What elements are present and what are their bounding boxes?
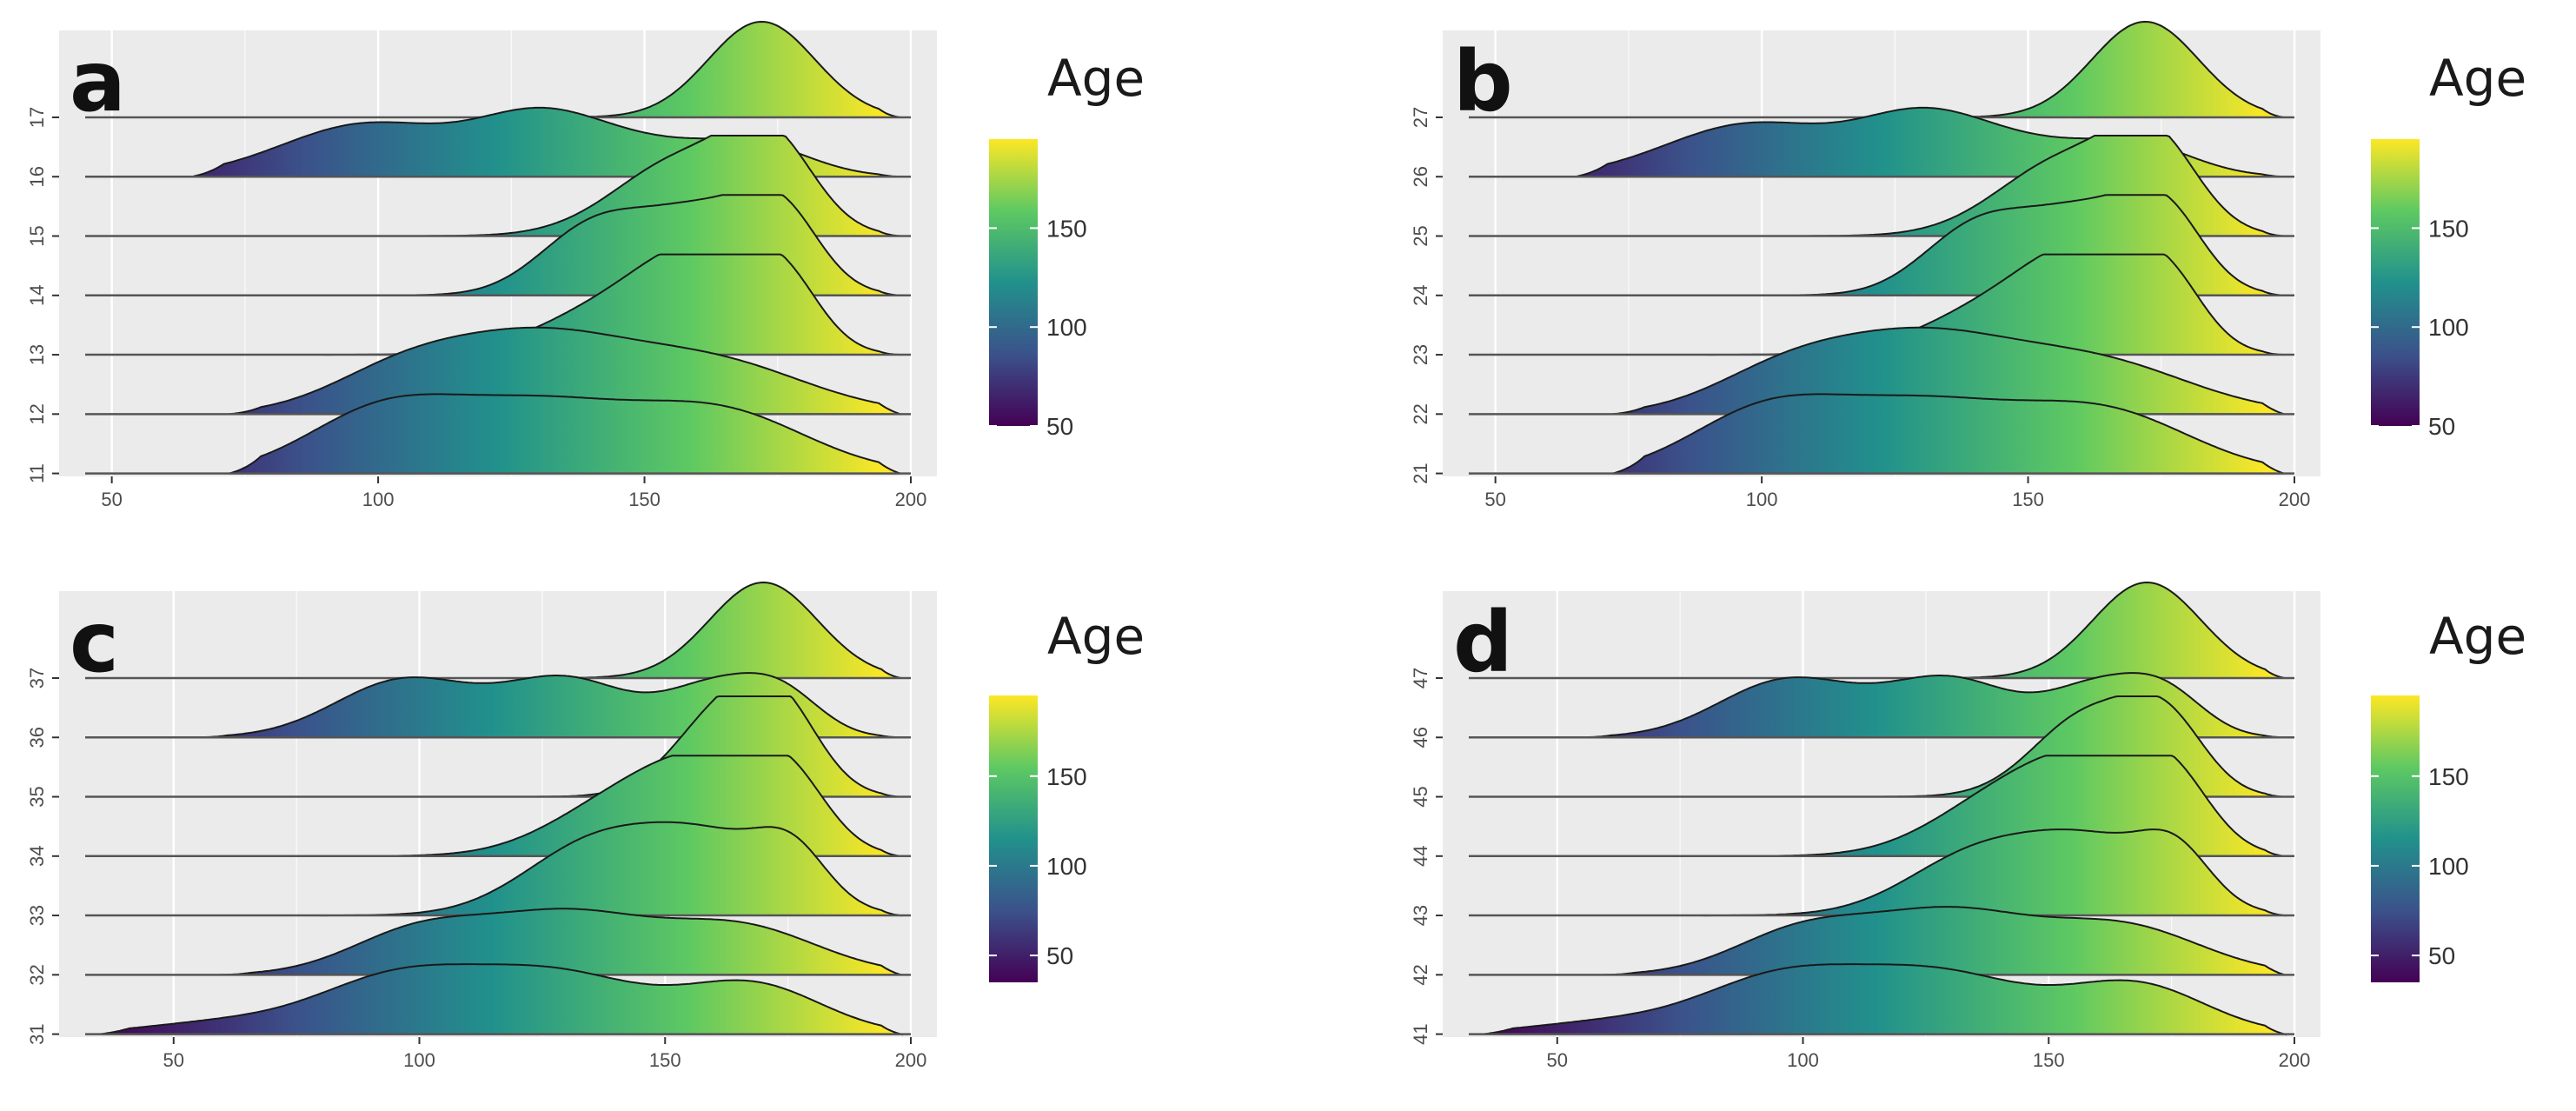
colorbar-legend: Age 50 100 150 [2371, 607, 2526, 982]
ridge-series-12 [227, 326, 901, 416]
legend-title: Age [1047, 607, 1145, 666]
ridge-series-41 [1483, 963, 2288, 1036]
y-tick-label-17: 17 [26, 107, 48, 128]
y-tick-label-46: 46 [1410, 727, 1431, 748]
legend-title: Age [1047, 49, 1145, 108]
y-tick-label-43: 43 [1410, 905, 1431, 926]
ridge-series-21 [1610, 393, 2285, 475]
colorbar [989, 139, 1038, 426]
panel-tag-c: c [70, 594, 119, 691]
panel-d: 47 46 45 44 43 42 41 50 100 150 200 d Age 50 100 150 [1410, 581, 2526, 1071]
x-tick-label: 200 [2279, 489, 2311, 510]
colorbar-legend: Age 50 100 150 [989, 49, 1145, 440]
ridge-series-42 [1603, 906, 2287, 976]
x-tick-label: 100 [1746, 489, 1778, 510]
y-tick-label-44: 44 [1410, 846, 1431, 867]
y-tick-label-33: 33 [26, 905, 48, 926]
colorbar-label: 50 [1046, 942, 1073, 969]
colorbar-legend: Age 50 100 150 [989, 607, 1145, 982]
colorbar-label: 50 [2428, 413, 2455, 440]
y-tick-label-22: 22 [1410, 403, 1431, 424]
x-tick-label: 50 [163, 1049, 184, 1071]
x-tick-label: 150 [2033, 1049, 2065, 1071]
colorbar-legend: Age 50 100 150 [2371, 49, 2526, 440]
x-tick-label: 50 [1547, 1049, 1568, 1071]
y-tick-label-23: 23 [1410, 344, 1431, 365]
colorbar-label: 50 [1046, 413, 1073, 440]
panel-tag-a: a [70, 33, 126, 130]
colorbar [2371, 695, 2420, 982]
colorbar [2371, 139, 2420, 426]
colorbar-label: 100 [1046, 853, 1087, 880]
y-tick-label-25: 25 [1410, 225, 1431, 246]
colorbar-label: 150 [1046, 763, 1087, 790]
y-tick-label-26: 26 [1410, 166, 1431, 187]
y-tick-label-11: 11 [26, 463, 48, 483]
y-tick-label-45: 45 [1410, 786, 1431, 807]
colorbar-label: 100 [1046, 314, 1087, 341]
y-tick-label-41: 41 [1410, 1023, 1431, 1044]
x-tick-label: 100 [403, 1049, 435, 1071]
ridge-series-22 [1610, 326, 2285, 416]
legend-title: Age [2429, 607, 2526, 666]
x-tick-label: 100 [362, 489, 395, 510]
x-tick-label: 200 [2279, 1049, 2311, 1071]
y-tick-label-24: 24 [1410, 285, 1431, 306]
y-tick-label-14: 14 [26, 285, 48, 306]
y-tick-label-47: 47 [1410, 668, 1431, 689]
y-tick-label-15: 15 [26, 225, 48, 246]
x-tick-label: 100 [1787, 1049, 1819, 1071]
panel-tag-b: b [1453, 33, 1513, 130]
x-tick-label: 150 [649, 1049, 681, 1071]
y-tick-label-21: 21 [1410, 462, 1431, 483]
y-tick-label-36: 36 [26, 727, 48, 748]
y-tick-label-27: 27 [1410, 107, 1431, 128]
colorbar-label: 150 [2428, 763, 2469, 790]
y-tick-label-37: 37 [26, 668, 48, 689]
y-tick-label-31: 31 [26, 1023, 48, 1044]
x-tick-label: 200 [895, 489, 927, 510]
y-tick-label-13: 13 [26, 344, 48, 365]
colorbar-label: 150 [2428, 215, 2469, 242]
y-tick-label-35: 35 [26, 786, 48, 807]
colorbar-label: 100 [2428, 314, 2469, 341]
y-tick-label-42: 42 [1410, 964, 1431, 985]
ridge-series-11 [226, 393, 901, 475]
colorbar-label: 150 [1046, 215, 1087, 242]
x-tick-label: 200 [895, 1049, 927, 1071]
x-tick-label: 150 [628, 489, 661, 510]
y-tick-label-32: 32 [26, 964, 48, 985]
ridge-series-33 [319, 821, 903, 917]
colorbar-label: 50 [2428, 942, 2455, 969]
x-tick-label: 50 [1484, 489, 1505, 510]
legend-title: Age [2429, 49, 2526, 108]
y-tick-label-34: 34 [26, 846, 48, 867]
colorbar-label: 100 [2428, 853, 2469, 880]
x-tick-label: 50 [101, 489, 122, 510]
colorbar [989, 695, 1038, 982]
x-tick-label: 150 [2012, 489, 2044, 510]
panel-tag-d: d [1453, 594, 1513, 691]
panel-b: 27 26 25 24 23 22 21 50 100 150 200 b Age 50 100 150 [1410, 20, 2526, 510]
y-tick-label-16: 16 [26, 166, 48, 187]
y-tick-label-12: 12 [26, 403, 48, 424]
panel-c: 37 36 35 34 33 32 31 50 100 150 200 c Age 50 100 150 [26, 581, 1145, 1071]
ridge-series-32 [219, 908, 903, 976]
ridge-series-43 [1703, 828, 2287, 917]
panel-a: 17 16 15 14 13 12 11 50 100 150 200 a Age 50 100 150 [26, 20, 1145, 510]
ridge-series-31 [99, 963, 905, 1036]
